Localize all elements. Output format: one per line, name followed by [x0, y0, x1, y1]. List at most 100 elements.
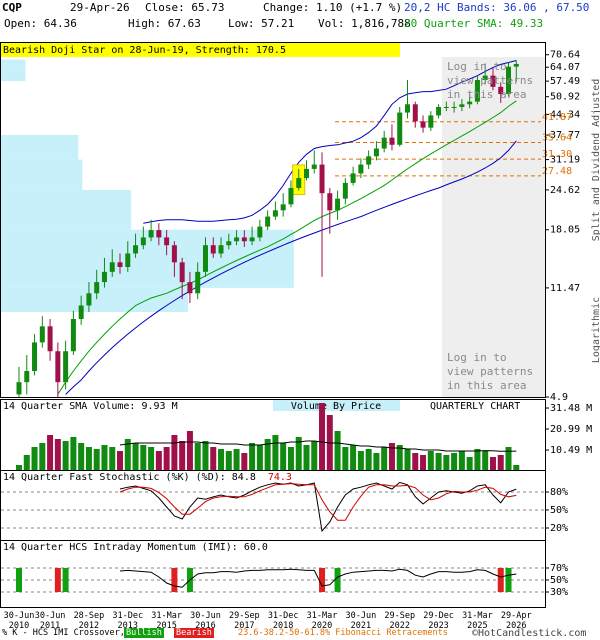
- fibonacci-label: 31.30: [542, 149, 572, 160]
- volume-bar: [505, 447, 512, 471]
- x-tick-label: 31-Dec 2018: [267, 611, 299, 631]
- x-tick-label: 29-Sep 2022: [384, 611, 416, 631]
- panel-title: 14 Quarter SMA Volume: 9.93 M: [3, 401, 178, 412]
- panel-annotation: 74.3: [268, 472, 292, 483]
- imi-panel: [0, 540, 546, 608]
- candle-body: [140, 237, 146, 246]
- crossover-bar: [171, 568, 178, 592]
- candle-body: [272, 210, 278, 217]
- footer-bearish: Bearish: [174, 628, 214, 638]
- price-panel: [0, 42, 546, 398]
- candle-body: [280, 204, 286, 211]
- candle-body: [164, 237, 170, 246]
- volume-bar: [171, 435, 178, 471]
- y-tick-label: 70%: [550, 563, 568, 574]
- volume-bar: [101, 445, 108, 471]
- volume-bar: [256, 445, 263, 471]
- crossover-bar: [16, 568, 22, 592]
- volume-bar: [412, 453, 419, 471]
- volume-bar: [466, 457, 473, 471]
- symbol: CQP: [2, 1, 22, 14]
- footer-fibonacci: 23.6-38.2-50-61.8% Fibonacci Retracement…: [238, 628, 448, 638]
- volume-bar: [78, 443, 85, 471]
- volume-by-price-bar: [1, 189, 132, 230]
- y-tick-label: 20%: [550, 523, 568, 534]
- candle-body: [226, 241, 232, 246]
- volume-bar: [218, 449, 225, 471]
- volume-bar: [396, 445, 403, 471]
- x-tick-label: 29-Dec 2023: [423, 611, 454, 631]
- y-tick-label: 57.49: [550, 76, 580, 87]
- y-tick-label: 11.47: [550, 283, 580, 294]
- candle-body: [234, 237, 240, 242]
- close: Close: 65.73: [145, 1, 225, 14]
- x-tick-label: 30-Jun 2011: [34, 611, 66, 631]
- low: Low: 57.21: [228, 17, 295, 30]
- volume-by-price-bar: [1, 135, 79, 160]
- volume-bar: [264, 439, 271, 471]
- candle-body: [171, 245, 177, 263]
- y-tick-label: 70.64: [550, 50, 580, 61]
- volume-bar: [350, 445, 357, 471]
- pattern-text: Bearish Doji Star on 28-Jun-19, Strength…: [3, 45, 286, 56]
- footer-crossover: % K - HCS IMI Crossover,: [2, 628, 125, 638]
- bands: 20,2 HC Bands: 36.06 , 67.50: [404, 1, 590, 14]
- high: High: 67.63: [128, 17, 201, 30]
- indicator-line: [57, 100, 517, 395]
- y-tick-label: 31.48 M: [550, 403, 592, 414]
- change: Change: 1.10 (+1.7 %): [263, 1, 403, 14]
- y-tick-label: 20.99 M: [550, 424, 592, 435]
- candle-body: [319, 164, 325, 194]
- volume-bar: [458, 451, 465, 471]
- candle-body: [412, 104, 418, 122]
- candle-body: [459, 104, 465, 107]
- candle-body: [296, 178, 302, 188]
- volume-bar: [241, 453, 248, 471]
- volume-by-price-label-bg: [273, 400, 400, 411]
- volume-bar: [31, 447, 38, 471]
- candle-body: [366, 156, 372, 165]
- crossover-bar: [334, 568, 341, 592]
- x-tick-label: 30-Jun 2010: [3, 611, 35, 631]
- pattern-banner: [0, 42, 400, 57]
- open: Open: 64.36: [4, 17, 77, 30]
- volume-bar: [85, 447, 92, 471]
- candle-body: [86, 293, 92, 306]
- volume-bar: [381, 447, 388, 471]
- login-note: Log in to view patterns in this area: [447, 351, 534, 392]
- volume-bar: [225, 451, 232, 471]
- x-tick-label: 30-Jun 2016: [190, 611, 221, 631]
- volume-bar: [388, 443, 395, 471]
- indicator-line: [65, 140, 517, 395]
- volume-bar: [155, 451, 162, 471]
- panel-title: 14 Quarter Fast Stochastic (%K) (%D): 84…: [3, 472, 256, 483]
- candle-body: [148, 230, 154, 238]
- volume-bar: [357, 451, 364, 471]
- crossover-bar: [54, 568, 61, 592]
- candle-body: [202, 245, 208, 272]
- volume-bar: [427, 451, 434, 471]
- period-label: QUARTERLY CHART: [430, 401, 520, 412]
- candle-body: [350, 173, 356, 183]
- fibonacci-label: 41.87: [542, 112, 572, 123]
- x-tick-label: 31-Mar 2020: [306, 611, 338, 631]
- y-tick-label: 24.62: [550, 185, 580, 196]
- volume-bar: [54, 439, 61, 471]
- candle-body: [506, 66, 512, 95]
- volume-bar: [202, 441, 209, 471]
- volume-bar: [70, 437, 77, 471]
- x-tick-label: 29-Apr 2026: [500, 611, 532, 631]
- volume-bar: [16, 465, 22, 471]
- candle-body: [288, 187, 294, 205]
- y-tick-label: 10.49 M: [550, 445, 592, 456]
- y-tick-label: 4.9: [550, 392, 568, 403]
- y-tick-label: 50.92: [550, 92, 580, 103]
- volume-bar: [482, 451, 489, 471]
- candle-body: [467, 101, 473, 105]
- footer-bullish: Bullish: [124, 628, 164, 638]
- volume-bar: [272, 435, 279, 471]
- volume-bar: [62, 441, 69, 471]
- candle-body: [428, 115, 434, 128]
- candle-body: [490, 75, 496, 87]
